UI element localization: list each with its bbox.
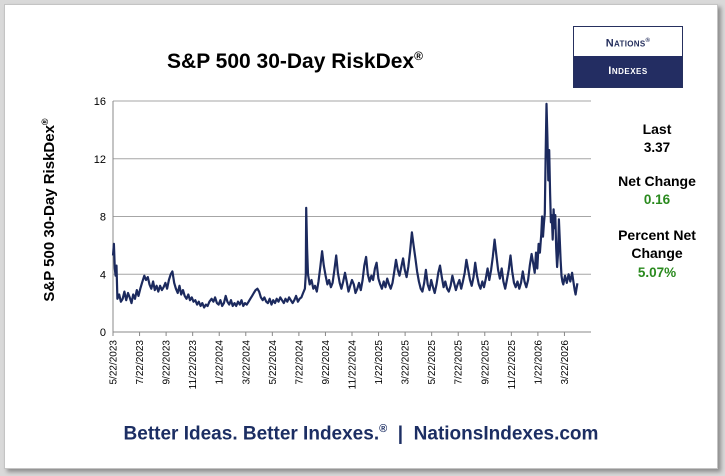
y-tick-label: 0 (100, 327, 106, 339)
x-tick-label: 7/22/2024 (294, 340, 305, 385)
last-label: Last (642, 121, 672, 137)
x-tick-label: 11/22/2025 (507, 340, 518, 390)
x-tick-label: 9/22/2023 (162, 340, 173, 385)
net-change-value: 0.16 (643, 192, 671, 207)
chart-title: S&P 500 30-Day RiskDex® (167, 49, 423, 73)
percent-net-change-label-1: Percent Net (618, 227, 696, 243)
x-tick-label: 7/22/2023 (135, 340, 146, 385)
y-tick-label: 8 (100, 212, 106, 224)
x-tick-label: 3/22/2026 (560, 340, 571, 385)
y-tick-label: 16 (94, 96, 106, 108)
x-tick-label: 5/22/2023 (109, 340, 120, 385)
x-tick-label: 1/22/2024 (215, 340, 226, 385)
chart-frame: S&P 500 30-Day RiskDex® Nations® Indexes… (4, 4, 718, 469)
chart-plot: 0 4 8 12 16 5/22/2023 7/22/2023 9/22/2023 11/22/… (94, 96, 591, 390)
logo-bottom-text: Indexes (608, 65, 648, 77)
x-tick-label: 7/22/2025 (454, 340, 465, 385)
y-tick-label: 4 (100, 269, 106, 281)
x-tick-label: 9/22/2024 (321, 340, 332, 385)
x-tick-label: 9/22/2025 (480, 340, 491, 385)
logo-top-text: Nations (605, 37, 646, 50)
logo-top-band: Nations® (574, 27, 682, 56)
x-tick-label: 1/22/2026 (533, 340, 544, 385)
footer-tagline: Better Ideas. Better Indexes.® | Nations… (123, 423, 599, 445)
x-tick-label: 11/22/2024 (348, 340, 359, 390)
x-tick-label: 5/22/2024 (268, 340, 279, 385)
y-tick-label: 12 (94, 154, 106, 166)
percent-net-change-value: 5.07% (637, 265, 677, 280)
riskdex-series-line (111, 102, 579, 309)
x-tick-label: 5/22/2025 (427, 340, 438, 385)
x-tick-label: 11/22/2023 (188, 340, 199, 390)
logo-bottom-band: Indexes (574, 56, 682, 87)
nations-indexes-logo: Nations® Indexes (573, 26, 683, 88)
x-tick-label: 3/22/2024 (241, 340, 252, 385)
last-value: 3.37 (643, 140, 671, 155)
x-tick-label: 3/22/2025 (401, 340, 412, 385)
x-tick-label: 1/22/2025 (374, 340, 385, 385)
net-change-label: Net Change (618, 173, 696, 189)
percent-net-change-label-2: Change (631, 245, 683, 261)
logo-top-mark: ® (645, 38, 651, 44)
